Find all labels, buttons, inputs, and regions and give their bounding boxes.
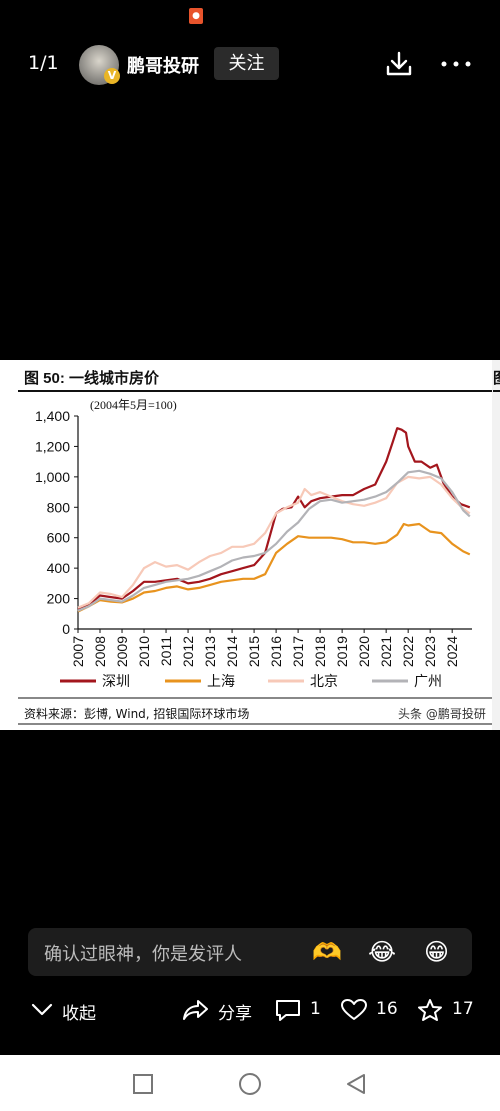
x-tick-label: 2019 bbox=[334, 636, 350, 667]
viewer-top-bar: 1/1 V 鹏哥投研 关注 bbox=[0, 40, 500, 90]
more-options-icon[interactable] bbox=[439, 50, 473, 78]
legend-label-4: 广州 bbox=[414, 674, 442, 690]
source-note: 资料来源：彭博, Wind, 招银国际环球市场 bbox=[24, 706, 249, 721]
verified-badge: V bbox=[104, 68, 120, 84]
comment-count: 1 bbox=[310, 999, 321, 1019]
account-name[interactable]: 鹏哥投研 bbox=[127, 56, 199, 77]
x-tick-label: 2011 bbox=[158, 636, 174, 666]
app-notification-icon: ● bbox=[189, 8, 203, 24]
system-nav-bar bbox=[0, 1055, 500, 1111]
like-button[interactable]: 16 bbox=[340, 998, 398, 1022]
x-tick-label: 2012 bbox=[180, 636, 196, 667]
x-tick-label: 2020 bbox=[356, 636, 372, 667]
x-tick-label: 2023 bbox=[422, 636, 438, 667]
chart-title: 图 50: 一线城市房价 bbox=[24, 369, 160, 387]
article-image[interactable]: 图 50: 一线城市房价 图 (2004年5月=100) 0 200 400 600 8… bbox=[0, 360, 500, 730]
heart-icon bbox=[341, 999, 367, 1020]
share-label: 分享 bbox=[218, 1004, 252, 1024]
heart-hands-emoji[interactable]: 🫶 bbox=[312, 938, 342, 966]
page-indicator: 1/1 bbox=[28, 52, 59, 74]
like-count: 16 bbox=[376, 999, 398, 1019]
y-tick-label: 1,400 bbox=[35, 408, 70, 424]
x-tick-label: 2009 bbox=[114, 636, 130, 667]
x-tick-label: 2013 bbox=[202, 636, 218, 667]
series-line-3 bbox=[77, 475, 471, 609]
collapse-button[interactable]: 收起 bbox=[30, 998, 96, 1026]
series-line-2 bbox=[77, 522, 471, 613]
x-tick-label: 2016 bbox=[268, 636, 284, 667]
favorite-count: 17 bbox=[452, 999, 474, 1019]
comment-icon bbox=[276, 1000, 300, 1021]
legend-label-1: 深圳 bbox=[102, 674, 130, 690]
y-tick-label: 0 bbox=[62, 621, 70, 637]
x-tick-label: 2022 bbox=[400, 636, 416, 667]
legend-label-2: 上海 bbox=[207, 674, 235, 690]
y-tick-label: 400 bbox=[47, 560, 71, 576]
legend: 深圳 上海 北京 广州 bbox=[60, 674, 442, 690]
grinning-emoji[interactable]: 😁 bbox=[424, 938, 450, 966]
star-icon bbox=[418, 999, 442, 1021]
y-tick-label: 1,200 bbox=[35, 438, 70, 454]
follow-button[interactable]: 关注 bbox=[214, 47, 279, 80]
share-button[interactable]: 分享 bbox=[182, 998, 252, 1024]
x-tick-label: 2008 bbox=[92, 636, 108, 667]
x-tick-label: 2014 bbox=[224, 636, 240, 667]
chart: 图 50: 一线城市房价 图 (2004年5月=100) 0 200 400 600 8… bbox=[18, 360, 500, 730]
back-icon[interactable] bbox=[344, 1072, 368, 1096]
series-line-4 bbox=[77, 469, 471, 612]
comment-button[interactable]: 1 bbox=[274, 998, 321, 1022]
laughing-emoji[interactable]: 😂 bbox=[368, 938, 397, 966]
comment-placeholder: 确认过眼神，你是发评人 bbox=[44, 944, 242, 965]
collapse-label: 收起 bbox=[62, 1004, 96, 1024]
chevron-down-icon bbox=[31, 1003, 53, 1016]
favorite-button[interactable]: 17 bbox=[416, 998, 474, 1022]
x-tick-label: 2010 bbox=[136, 636, 152, 667]
x-tick-label: 2007 bbox=[70, 636, 86, 667]
series-line-1 bbox=[77, 427, 471, 611]
y-tick-label: 600 bbox=[47, 530, 71, 546]
share-icon bbox=[183, 1000, 208, 1020]
x-tick-label: 2015 bbox=[246, 636, 262, 667]
x-tick-label: 2024 bbox=[444, 636, 460, 667]
home-icon[interactable] bbox=[238, 1072, 262, 1096]
download-icon[interactable] bbox=[385, 50, 413, 78]
watermark: 头条 @鹏哥投研 bbox=[398, 706, 486, 721]
x-tick-label: 2017 bbox=[290, 636, 306, 667]
y-tick-label: 1,000 bbox=[35, 469, 70, 485]
x-tick-label: 2018 bbox=[312, 636, 328, 667]
plot-area: 0 200 400 600 800 1,000 1,200 1,400 2007 2008 2009… bbox=[35, 408, 472, 667]
y-tick-label: 800 bbox=[47, 499, 71, 515]
unit-note: (2004年5月=100) bbox=[90, 398, 177, 412]
neighbor-title-fragment: 图 bbox=[493, 369, 500, 387]
legend-label-3: 北京 bbox=[310, 674, 338, 690]
comment-input[interactable]: 确认过眼神，你是发评人 🫶 😂 😁 bbox=[28, 928, 472, 976]
action-bar: 收起 分享 1 16 17 bbox=[0, 990, 500, 1030]
neighbor-image-edge bbox=[492, 360, 500, 730]
status-bar: ● bbox=[0, 0, 500, 34]
x-tick-label: 2021 bbox=[378, 636, 394, 667]
y-tick-label: 200 bbox=[47, 591, 71, 607]
recent-apps-icon[interactable] bbox=[132, 1073, 154, 1095]
